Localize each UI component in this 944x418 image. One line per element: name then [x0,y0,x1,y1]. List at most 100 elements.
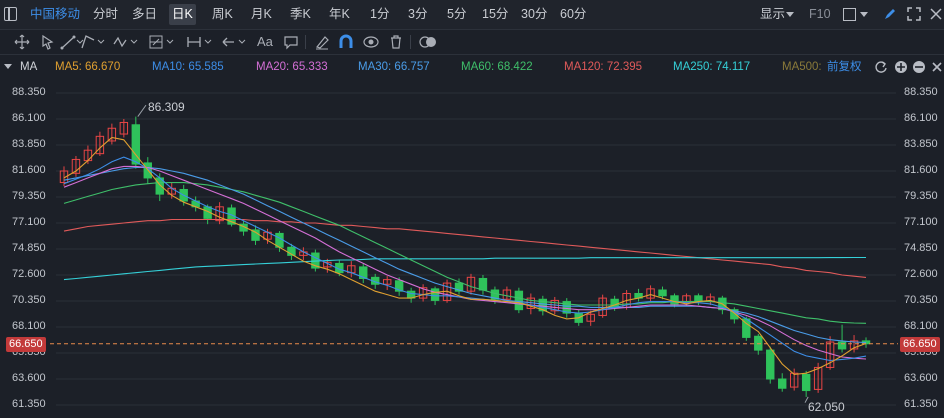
tab-period-60m[interactable]: 60分 [560,7,587,21]
magnet-icon[interactable] [338,34,354,50]
wave-icon[interactable] [112,34,140,50]
stock-name[interactable]: 中国移动 [30,7,81,21]
candle-body [119,121,129,135]
display-chevron-icon[interactable] [786,12,794,17]
y-tick-label-right: 81.600 [904,164,938,176]
candle-body [837,341,847,350]
indicator-name[interactable]: MA [20,61,38,73]
collapse-indicator-icon[interactable] [4,64,12,69]
candlestick-chart[interactable]: 88.350 86.100 83.850 81.600 79.350 77.100 74.8… [0,80,944,418]
candle-body [586,313,595,322]
candle-body [694,295,703,303]
candle-body [287,246,296,256]
tab-period-1m[interactable]: 1分 [370,7,390,21]
candle-body [430,288,440,301]
tab-period-5m[interactable]: 5分 [447,7,467,21]
tab-period-niank[interactable]: 年K [329,7,350,21]
eraser-icon[interactable] [314,34,330,50]
adjust-mode-button[interactable]: 前复权 [827,61,862,73]
candle-body [813,366,823,390]
candle-body [382,279,392,285]
display-menu[interactable]: 显示 [760,7,786,21]
candle-body [323,261,332,268]
y-tick-label-left: 70.350 [12,294,46,306]
fullscreen-icon[interactable] [906,6,922,22]
window-layout-icon-bar [8,8,10,21]
cursor-icon[interactable] [40,34,56,50]
candle-body [538,298,548,312]
ma-legend-row: MA MA5: 66.670 MA10: 65.585 MA20: 65.333… [0,56,944,78]
y-tick-label-left: 83.850 [12,138,46,150]
low-pointer-line [804,396,809,403]
candle-body [335,262,344,274]
tab-period-rik[interactable]: 日K [169,4,196,25]
candle-body [562,301,571,314]
tab-period-fenshi[interactable]: 分时 [93,7,119,21]
candle-body [658,289,667,297]
close-indicator-icon[interactable] [930,60,944,74]
high-pointer-line [137,104,147,117]
candle-body [478,277,488,291]
candle-body [801,373,811,392]
tab-period-yuek[interactable]: 月K [251,7,272,21]
y-tick-label-right: 79.350 [904,190,938,202]
candle-body [849,340,859,350]
trendline-icon[interactable] [60,34,84,50]
toggle-icon[interactable] [418,34,438,50]
candle-body [215,206,224,222]
y-tick-label-right: 83.850 [904,138,938,150]
tab-period-zhouk[interactable]: 周K [212,7,233,21]
arrow-icon[interactable] [220,34,248,50]
checkbox-chevron-icon[interactable] [860,12,868,17]
measure-icon[interactable] [186,34,214,50]
trash-icon[interactable] [388,34,404,50]
candle-body [514,290,524,311]
channel-icon[interactable] [80,34,106,50]
tab-period-15m[interactable]: 15分 [482,7,509,21]
y-tick-label-left: 63.600 [12,372,46,384]
y-tick-label-left: 74.850 [12,242,46,254]
text-tool-icon[interactable]: Aa [257,34,273,49]
move-icon[interactable] [14,34,30,50]
candle-body [227,207,236,225]
eye-icon[interactable] [362,34,380,50]
tab-period-jik[interactable]: 季K [290,7,311,21]
y-tick-label-left: 86.100 [12,112,46,124]
price-plot[interactable] [0,80,944,418]
refresh-icon[interactable] [874,60,888,74]
y-tick-label-right: 68.100 [904,320,938,332]
y-tick-label-right: 74.850 [904,242,938,254]
ma60-label: MA60: 68.422 [461,61,533,73]
y-tick-label-right: 88.350 [904,86,938,98]
f10-button[interactable]: F10 [809,7,831,21]
ma60-line [63,182,867,324]
y-tick-label-left: 61.350 [12,398,46,410]
candle-body [466,276,476,292]
y-tick-label-right: 63.600 [904,372,938,384]
y-tick-label-right: 72.600 [904,268,938,280]
tab-period-3m[interactable]: 3分 [408,7,428,21]
comment-icon[interactable] [283,34,299,50]
candle-body [670,295,679,305]
candle-body [778,378,787,389]
close-icon[interactable] [928,6,944,22]
window-layout-icon[interactable] [4,7,17,21]
checkbox-icon[interactable] [843,8,856,21]
toolbar-divider [305,35,306,49]
tab-period-30m[interactable]: 30分 [521,7,548,21]
y-tick-label-right: 77.100 [904,216,938,228]
period-toolbar: 中国移动 分时 多日 日K 周K 月K 季K 年K 1分 3分 5分 15分 3… [0,0,944,30]
y-tick-label-right: 70.350 [904,294,938,306]
remove-indicator-icon[interactable] [912,60,926,74]
ma120-line [63,218,867,278]
fib-icon[interactable] [148,34,176,50]
add-indicator-icon[interactable] [894,60,908,74]
ma30-label: MA30: 66.757 [358,61,430,73]
pen-icon[interactable] [882,6,898,22]
tab-period-duori[interactable]: 多日 [132,7,158,21]
y-tick-label-left: 68.100 [12,320,46,332]
drawing-toolbar: Aa [0,30,944,55]
y-tick-label-right: 86.100 [904,112,938,124]
ma500-label: MA500: [782,61,822,73]
candle-body [789,372,799,388]
